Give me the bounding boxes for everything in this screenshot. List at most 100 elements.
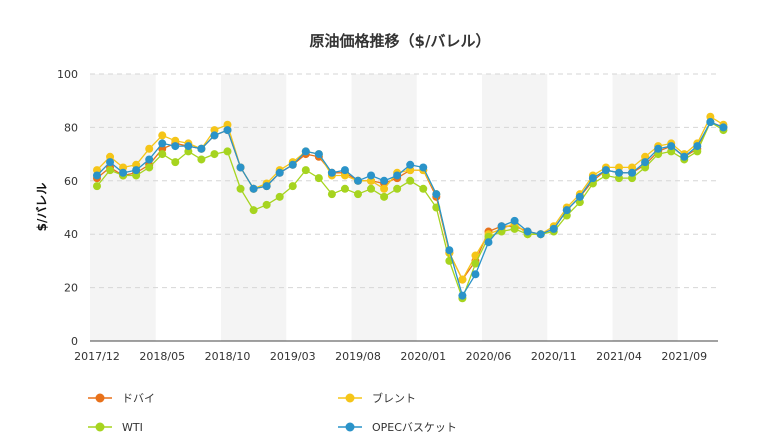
chart-title: 原油価格推移（$/バレル） xyxy=(310,32,491,50)
data-point[interactable] xyxy=(588,174,597,183)
data-point[interactable] xyxy=(393,171,402,180)
data-point[interactable] xyxy=(132,166,141,175)
data-point[interactable] xyxy=(93,171,101,180)
legend-item[interactable]: WTI xyxy=(88,421,143,434)
data-point[interactable] xyxy=(119,168,128,177)
data-point[interactable] xyxy=(419,184,428,193)
legend-marker xyxy=(95,422,105,432)
legend: ドバイ ブレント WTI OPECバスケット xyxy=(88,391,457,434)
x-tick-label: 2021/09 xyxy=(661,350,707,363)
data-point[interactable] xyxy=(406,176,415,185)
data-point[interactable] xyxy=(601,166,610,175)
data-point[interactable] xyxy=(145,144,154,153)
legend-item[interactable]: OPECバスケット xyxy=(338,421,457,434)
data-point[interactable] xyxy=(510,224,519,233)
data-point[interactable] xyxy=(719,123,728,132)
x-tick-label: 2021/04 xyxy=(596,350,642,363)
y-tick-label: 100 xyxy=(57,68,78,81)
data-point[interactable] xyxy=(549,224,558,233)
data-point[interactable] xyxy=(314,150,323,159)
data-point[interactable] xyxy=(158,150,167,159)
data-point[interactable] xyxy=(484,238,493,247)
data-point[interactable] xyxy=(393,184,402,193)
data-point[interactable] xyxy=(445,246,454,255)
data-point[interactable] xyxy=(145,155,154,164)
data-point[interactable] xyxy=(667,142,676,151)
data-point[interactable] xyxy=(171,142,180,151)
y-tick-label: 0 xyxy=(71,335,78,348)
data-point[interactable] xyxy=(680,152,689,161)
data-point[interactable] xyxy=(223,126,232,135)
background-bands xyxy=(90,74,678,341)
data-point[interactable] xyxy=(654,144,663,153)
data-point[interactable] xyxy=(106,166,115,175)
data-point[interactable] xyxy=(641,158,650,167)
data-point[interactable] xyxy=(497,222,506,231)
data-point[interactable] xyxy=(458,291,467,300)
data-point[interactable] xyxy=(419,163,428,172)
data-point[interactable] xyxy=(249,206,258,215)
data-point[interactable] xyxy=(145,163,154,172)
data-point[interactable] xyxy=(628,168,637,177)
legend-item[interactable]: ドバイ xyxy=(88,392,155,405)
data-point[interactable] xyxy=(314,174,323,183)
data-point[interactable] xyxy=(275,192,284,201)
data-point[interactable] xyxy=(288,160,297,169)
data-point[interactable] xyxy=(288,182,297,191)
data-point[interactable] xyxy=(184,142,193,151)
legend-item[interactable]: ブレント xyxy=(338,391,416,405)
data-point[interactable] xyxy=(223,147,232,156)
data-point[interactable] xyxy=(406,160,415,169)
x-tick-label: 2019/08 xyxy=(335,350,381,363)
data-point[interactable] xyxy=(249,184,258,193)
data-point[interactable] xyxy=(340,184,349,193)
data-point[interactable] xyxy=(275,168,284,177)
y-axis-label: $/バレル xyxy=(35,183,49,232)
y-tick-label: 60 xyxy=(64,175,78,188)
data-point[interactable] xyxy=(523,227,532,236)
data-point[interactable] xyxy=(471,259,480,268)
data-point[interactable] xyxy=(458,275,467,284)
data-point[interactable] xyxy=(197,144,206,153)
data-point[interactable] xyxy=(693,142,702,151)
data-point[interactable] xyxy=(158,131,167,140)
data-point[interactable] xyxy=(706,118,715,127)
data-point[interactable] xyxy=(471,270,480,279)
data-point[interactable] xyxy=(432,190,441,199)
legend-label: ブレント xyxy=(372,391,416,405)
data-point[interactable] xyxy=(575,192,584,201)
data-point[interactable] xyxy=(354,190,362,199)
data-point[interactable] xyxy=(106,158,115,167)
data-point[interactable] xyxy=(158,139,167,148)
data-point[interactable] xyxy=(301,147,310,156)
data-point[interactable] xyxy=(210,131,219,140)
data-point[interactable] xyxy=(367,171,376,180)
data-point[interactable] xyxy=(380,184,389,193)
x-tick-label: 2020/01 xyxy=(400,350,446,363)
data-point[interactable] xyxy=(380,192,389,201)
data-point[interactable] xyxy=(327,190,336,199)
background-band xyxy=(351,74,417,341)
data-point[interactable] xyxy=(510,216,519,225)
data-point[interactable] xyxy=(471,251,480,260)
legend-marker xyxy=(345,422,355,432)
data-point[interactable] xyxy=(340,166,349,175)
data-point[interactable] xyxy=(171,158,180,167)
data-point[interactable] xyxy=(236,184,245,193)
data-point[interactable] xyxy=(236,163,245,172)
data-point[interactable] xyxy=(210,150,219,159)
data-point[interactable] xyxy=(615,168,623,177)
data-point[interactable] xyxy=(262,200,271,209)
data-point[interactable] xyxy=(93,182,101,191)
data-point[interactable] xyxy=(367,184,376,193)
data-point[interactable] xyxy=(536,230,545,239)
data-point[interactable] xyxy=(327,168,336,177)
background-band xyxy=(90,74,156,341)
data-point[interactable] xyxy=(262,182,271,191)
data-point[interactable] xyxy=(197,155,206,164)
data-point[interactable] xyxy=(354,176,362,185)
data-point[interactable] xyxy=(380,176,389,185)
data-point[interactable] xyxy=(301,166,310,175)
data-point[interactable] xyxy=(562,206,571,215)
